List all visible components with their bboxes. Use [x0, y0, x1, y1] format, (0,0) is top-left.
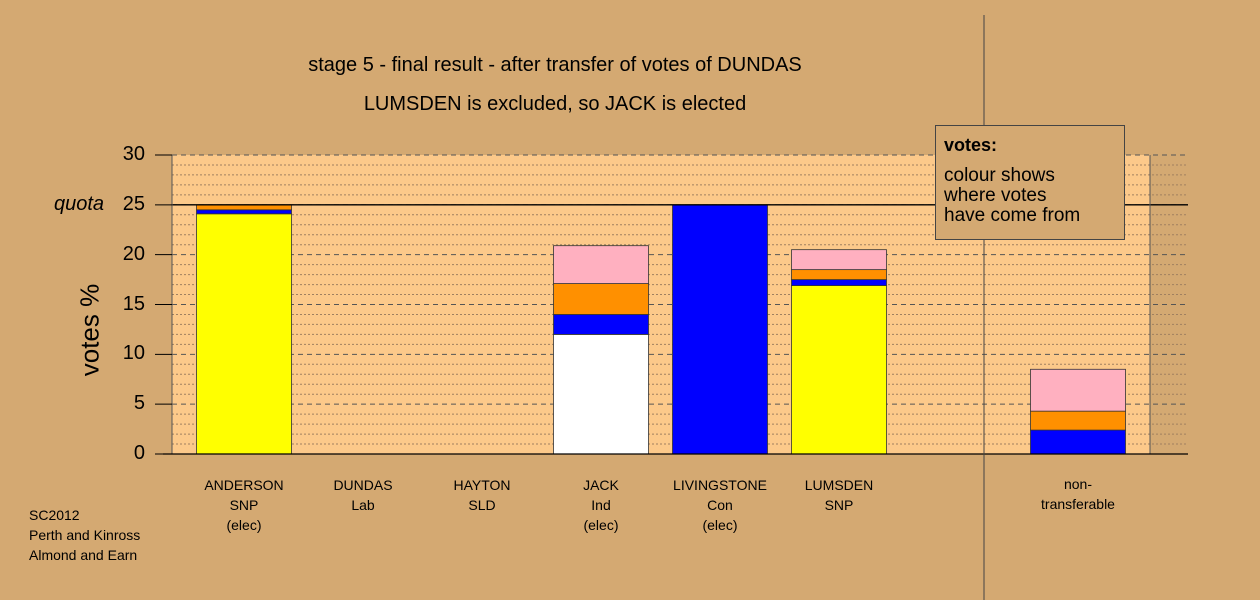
footnote-line: Perth and Kinross [29, 527, 141, 543]
legend-line: colour shows [944, 165, 1055, 186]
bar-segment [672, 204, 768, 455]
category-label: DUNDAS Lab [298, 475, 428, 515]
bar-segment [1030, 429, 1126, 455]
bar-segment [196, 209, 292, 215]
category-label-line: (elec) [226, 517, 262, 533]
bar-segment [196, 213, 292, 455]
quota-label: quota [54, 192, 105, 215]
bar-segment [1030, 368, 1126, 412]
legend-line: where votes [944, 185, 1047, 206]
bar-segment [553, 314, 649, 335]
category-label-line: HAYTON [453, 477, 511, 493]
bar-segment [553, 283, 649, 315]
category-label-line: SNP [229, 497, 259, 513]
category-label: LUMSDEN SNP [774, 475, 904, 515]
footnote-line: Almond and Earn [29, 547, 138, 563]
y-tick-label: 25 [122, 192, 145, 215]
y-tick-label: 15 [122, 292, 145, 315]
category-label-line: (elec) [702, 517, 738, 533]
category-label-line: transferable [1041, 496, 1115, 512]
category-label-line: SLD [468, 497, 496, 513]
chart-title: stage 5 - final result - after transfer … [308, 54, 802, 76]
y-tick-label: 20 [122, 242, 145, 265]
category-label: LIVINGSTONE Con (elec) [655, 475, 785, 535]
category-label-line: LIVINGSTONE [673, 477, 767, 493]
category-label-line: Lab [351, 497, 375, 513]
bar-segment [553, 245, 649, 284]
y-tick-label: 10 [122, 342, 145, 365]
legend-title: votes: [944, 135, 998, 155]
bars [196, 204, 1126, 455]
category-label-line: non- [1063, 476, 1093, 492]
bar-segment [196, 204, 292, 211]
category-label: JACK Ind (elec) [536, 475, 666, 535]
category-label-line: ANDERSON [204, 477, 284, 493]
chart-subtitle: LUMSDEN is excluded, so JACK is elected [363, 93, 747, 115]
category-label-line: JACK [583, 477, 619, 493]
category-label: HAYTON SLD [417, 475, 547, 515]
category-label: non-transferable [1013, 474, 1143, 514]
y-tick-label: 30 [122, 143, 145, 165]
y-tick-label: 0 [133, 442, 145, 464]
category-label-line: DUNDAS [333, 477, 393, 493]
category-label-line: Con [707, 497, 733, 513]
bar-segment [791, 285, 887, 455]
bar-segment [791, 249, 887, 271]
footnote-line: SC2012 [29, 507, 80, 523]
legend: votes: colour shows where votes have com… [935, 125, 1125, 240]
legend-line: have come from [944, 205, 1081, 226]
y-tick-label: 5 [133, 392, 145, 415]
category-label-line: SNP [824, 497, 854, 513]
category-label-line: (elec) [583, 517, 619, 533]
bar-segment [791, 279, 887, 286]
bar-segment [791, 269, 887, 280]
category-label: ANDERSON SNP (elec) [179, 475, 309, 535]
category-label-line: Ind [591, 497, 611, 513]
category-label-line: LUMSDEN [804, 477, 874, 493]
bar-segment [1030, 410, 1126, 431]
bar-segment [553, 333, 649, 455]
